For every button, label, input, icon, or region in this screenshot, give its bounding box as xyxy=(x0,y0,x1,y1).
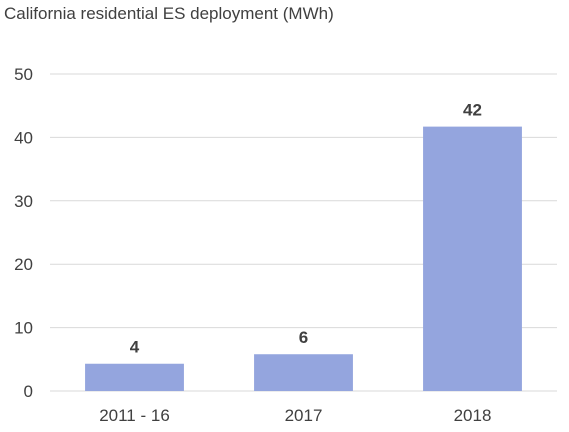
bar-2 xyxy=(254,354,353,391)
data-labels: 4 6 42 xyxy=(130,101,482,357)
data-label-2: 6 xyxy=(299,328,308,347)
y-tick-label-0: 0 xyxy=(24,382,33,401)
x-tick-label-2: 2017 xyxy=(285,406,323,425)
data-label-3: 42 xyxy=(463,101,482,120)
y-tick-label-20: 20 xyxy=(14,255,33,274)
bars xyxy=(85,126,522,391)
chart-title: California residential ES deployment (MW… xyxy=(4,4,334,23)
y-tick-label-10: 10 xyxy=(14,319,33,338)
y-axis-ticks: 0 10 20 30 40 50 xyxy=(14,65,33,401)
x-axis-ticks: 2011 - 16 2017 2018 xyxy=(99,406,491,425)
bar-1 xyxy=(85,363,184,391)
x-tick-label-1: 2011 - 16 xyxy=(99,406,170,425)
y-tick-label-30: 30 xyxy=(14,192,33,211)
y-tick-label-50: 50 xyxy=(14,65,33,84)
bar-3 xyxy=(423,126,522,391)
x-tick-label-3: 2018 xyxy=(454,406,492,425)
y-tick-label-40: 40 xyxy=(14,128,33,147)
data-label-1: 4 xyxy=(130,338,140,357)
